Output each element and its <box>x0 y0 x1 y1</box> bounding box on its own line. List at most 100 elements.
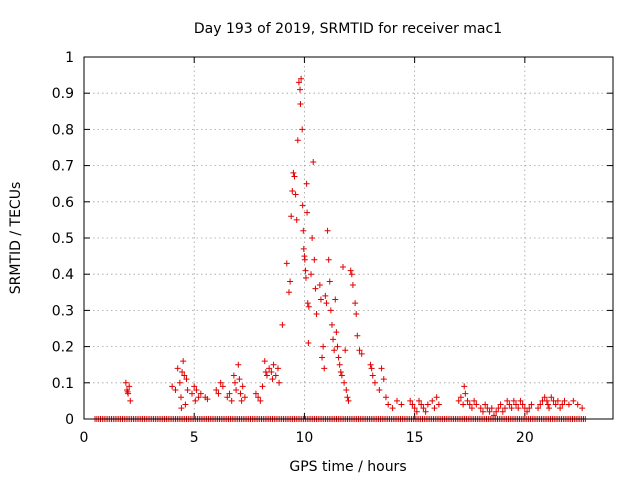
y-tick-label: 0 <box>65 412 74 428</box>
data-point <box>548 394 555 401</box>
data-point <box>535 405 542 412</box>
data-point <box>433 394 440 401</box>
data-point <box>285 289 292 296</box>
data-point <box>570 397 577 404</box>
data-point <box>330 336 337 343</box>
data-point <box>416 397 423 404</box>
data-point <box>239 383 246 390</box>
plot-frame <box>83 56 614 420</box>
data-point <box>462 390 469 397</box>
data-point <box>565 401 572 408</box>
data-point <box>322 292 329 299</box>
data-point <box>127 397 134 404</box>
data-point <box>293 216 300 223</box>
data-point <box>389 405 396 412</box>
data-point <box>269 376 276 383</box>
data-point <box>356 347 363 354</box>
data-point <box>230 372 237 379</box>
data-point <box>471 397 478 404</box>
data-point <box>224 394 231 401</box>
data-point <box>461 383 468 390</box>
data-point <box>418 401 425 408</box>
data-point <box>289 187 296 194</box>
data-point <box>537 401 544 408</box>
data-point <box>524 408 531 415</box>
data-point <box>420 405 427 412</box>
data-point <box>464 397 471 404</box>
data-point <box>274 365 281 372</box>
data-point <box>268 368 275 375</box>
data-point <box>272 372 279 379</box>
x-axis-label: GPS time / hours <box>289 459 406 475</box>
x-tick-label: 5 <box>190 430 199 446</box>
data-point <box>429 397 436 404</box>
data-point <box>561 397 568 404</box>
data-point <box>122 379 129 386</box>
data-point <box>309 235 316 241</box>
data-point <box>331 347 338 354</box>
data-point <box>506 401 513 408</box>
data-point <box>304 209 311 216</box>
data-point <box>312 285 319 292</box>
data-point <box>276 379 283 386</box>
data-point <box>336 361 343 368</box>
data-point <box>353 311 360 318</box>
data-point <box>172 387 179 394</box>
data-point <box>184 387 191 394</box>
data-point <box>371 379 378 386</box>
data-point <box>495 405 502 412</box>
data-point <box>328 321 335 328</box>
data-point <box>300 245 307 252</box>
data-point <box>226 390 233 397</box>
data-point <box>316 282 323 289</box>
data-point <box>479 408 486 415</box>
data-point <box>317 296 324 303</box>
data-point <box>295 79 302 86</box>
data-point <box>327 307 334 314</box>
data-point <box>435 401 442 408</box>
data-point <box>431 405 438 412</box>
data-point <box>332 296 339 303</box>
y-tick-label: 0.4 <box>52 267 74 283</box>
data-point <box>261 358 268 365</box>
y-tick-label: 0.3 <box>52 303 74 319</box>
x-tick-label: 0 <box>80 430 89 446</box>
data-point <box>319 354 326 361</box>
data-point <box>486 408 493 415</box>
data-point <box>380 376 387 383</box>
data-point <box>333 329 340 336</box>
data-point <box>409 401 416 408</box>
data-point <box>413 408 420 415</box>
data-point <box>169 383 176 390</box>
data-point <box>339 263 346 270</box>
data-point <box>358 350 365 357</box>
data-point <box>546 405 553 412</box>
y-tick-label: 0.1 <box>52 376 74 392</box>
data-point <box>378 365 385 372</box>
y-tick-label: 0.2 <box>52 340 74 356</box>
data-point <box>541 394 548 401</box>
data-point <box>304 300 311 307</box>
data-point <box>174 365 181 372</box>
data-point <box>213 387 220 394</box>
chart-title: Day 193 of 2019, SRMTID for receiver mac… <box>194 21 502 37</box>
data-point <box>482 401 489 408</box>
data-point <box>124 388 131 395</box>
data-point <box>510 397 517 404</box>
data-point <box>176 379 183 386</box>
data-point <box>335 354 342 361</box>
data-point <box>302 274 309 281</box>
data-point <box>341 379 348 386</box>
data-point <box>241 394 248 401</box>
data-point <box>270 361 277 368</box>
data-point <box>320 343 327 350</box>
data-point <box>343 387 350 394</box>
data-point <box>337 368 344 375</box>
data-point <box>407 397 414 404</box>
data-point <box>349 282 356 289</box>
data-point <box>266 365 273 372</box>
data-point <box>297 86 304 93</box>
data-point <box>126 383 133 390</box>
data-point <box>303 180 310 187</box>
data-point <box>326 278 333 285</box>
